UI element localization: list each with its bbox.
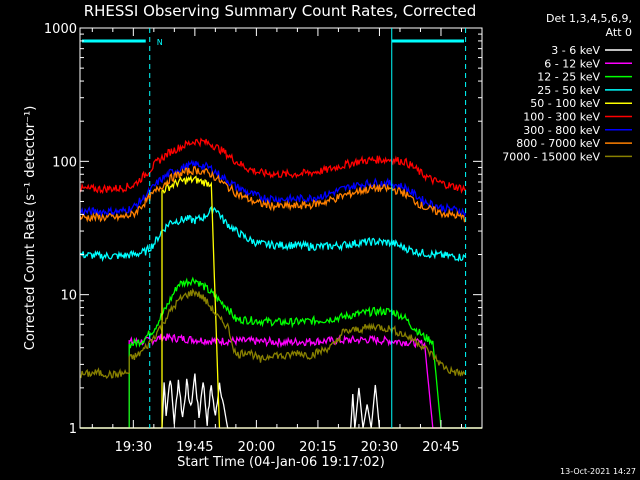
legend-header-line-2: Att 0	[606, 26, 632, 39]
x-tick-label-5: 20:45	[422, 440, 459, 455]
x-tick-label-3: 20:15	[299, 440, 336, 455]
x-tick-label-1: 19:45	[176, 440, 213, 455]
legend-label-7: 800 - 7000 keV	[516, 137, 600, 150]
series-line-5	[79, 137, 467, 195]
legend-label-4: 50 - 100 keV	[530, 97, 600, 110]
legend-label-6: 300 - 800 keV	[523, 124, 600, 137]
y-axis-ticks: 1 10 100 1000	[44, 22, 482, 437]
series-line-1	[80, 332, 482, 429]
chart-title: RHESSI Observing Summary Count Rates, Co…	[84, 2, 477, 20]
footer-timestamp: 13-Oct-2021 14:27	[560, 467, 636, 476]
y-tick-label-2: 100	[52, 155, 77, 170]
series-line-6	[79, 159, 467, 218]
series-line-3	[79, 205, 467, 263]
x-axis-ticks: 19:30 19:45 20:00 20:15 20:30 20:45	[91, 28, 483, 455]
series-line-7	[79, 165, 467, 223]
series-line-8	[79, 288, 467, 379]
legend-label-2: 12 - 25 keV	[537, 71, 600, 84]
x-tick-label-0: 19:30	[115, 440, 152, 455]
plot-frame	[79, 27, 483, 429]
x-tick-label-2: 20:00	[238, 440, 275, 455]
y-tick-label-3: 1000	[44, 22, 77, 37]
legend-label-5: 100 - 300 keV	[523, 111, 600, 124]
legend-label-1: 6 - 12 keV	[544, 57, 600, 70]
y-axis-label: Corrected Count Rate (s⁻¹ detector⁻¹)	[23, 106, 38, 351]
legend-header-line-1: Det 1,3,4,5,6,9,	[546, 12, 632, 25]
legend-label-3: 25 - 50 keV	[537, 84, 600, 97]
legend-label-8: 7000 - 15000 keV	[502, 150, 600, 163]
series-line-2	[80, 276, 482, 429]
y-tick-label-1: 10	[60, 289, 77, 304]
time-markers: N	[82, 28, 467, 428]
legend-label-0: 3 - 6 keV	[551, 44, 600, 57]
annotation-label: N	[157, 38, 163, 47]
y-tick-label-0: 1	[69, 422, 77, 437]
x-tick-label-4: 20:30	[361, 440, 398, 455]
x-axis-label: Start Time (04-Jan-06 19:17:02)	[177, 455, 385, 470]
